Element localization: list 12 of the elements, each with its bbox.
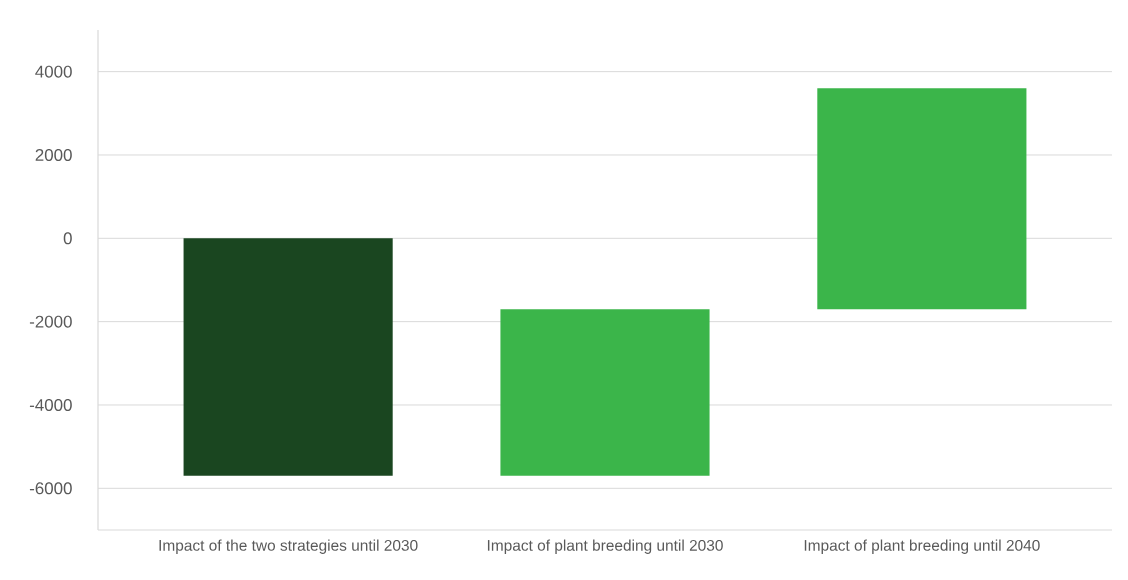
y-tick-label: 0 — [63, 232, 72, 245]
y-tick-label: 4000 — [35, 65, 72, 78]
y-tick-label: -2000 — [29, 315, 72, 328]
y-tick-label: 2000 — [35, 148, 72, 161]
bar — [183, 238, 393, 476]
x-tick-label: Impact of the two strategies until 2030 — [159, 539, 418, 554]
bar — [817, 88, 1027, 310]
bar — [500, 309, 710, 476]
y-tick-label: -6000 — [29, 482, 72, 495]
x-tick-label: Impact of plant breeding until 2030 — [487, 539, 723, 554]
y-tick-label: -4000 — [29, 398, 72, 411]
x-tick-label: Impact of plant breeding until 2040 — [804, 539, 1040, 554]
